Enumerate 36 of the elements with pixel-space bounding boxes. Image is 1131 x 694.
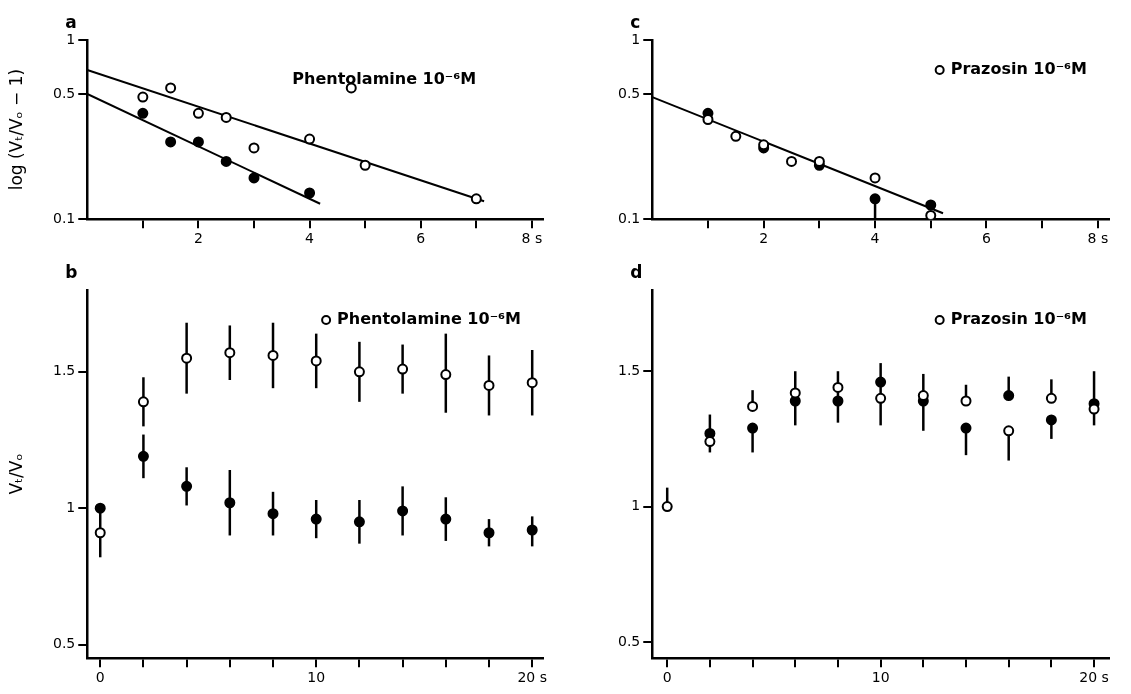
x-tick-label: 2 bbox=[193, 230, 203, 247]
x-tick-label: 2 bbox=[759, 230, 769, 247]
y-tick-label: 0.1 bbox=[618, 209, 641, 226]
legend-label: Prazosin 10⁻⁶M bbox=[950, 309, 1087, 329]
y-tick-label: 0.5 bbox=[53, 84, 76, 101]
x-tick-label: 20 s bbox=[1079, 669, 1109, 686]
chart-title: d bbox=[630, 261, 643, 282]
legend-label: Phentolamine 10⁻⁶M bbox=[337, 309, 521, 329]
y-tick-label: 1.5 bbox=[618, 361, 641, 378]
y-tick-label: 1 bbox=[66, 30, 76, 47]
x-tick-label: 4 bbox=[305, 230, 315, 247]
x-tick-label: 6 bbox=[982, 230, 991, 247]
y-tick-label: 0.1 bbox=[53, 209, 76, 226]
chart-title: c bbox=[630, 11, 641, 32]
chart-title: b bbox=[65, 261, 78, 282]
y-tick-label: 0.5 bbox=[618, 84, 641, 101]
y-tick-label: 1.5 bbox=[53, 362, 76, 379]
x-tick-label: 0 bbox=[662, 669, 672, 686]
x-tick-label: 10 bbox=[871, 669, 890, 686]
y-axis-title: log (Vₜ/Vₒ − 1) bbox=[6, 68, 27, 191]
x-tick-label: 6 bbox=[416, 230, 426, 247]
x-tick-label: 4 bbox=[870, 230, 880, 247]
y-tick-label: 1 bbox=[66, 498, 76, 515]
y-tick-label: 1 bbox=[631, 497, 641, 514]
x-tick-label: 8 s bbox=[521, 230, 543, 247]
x-tick-label: 20 s bbox=[517, 669, 547, 686]
y-tick-label: 0.5 bbox=[618, 632, 641, 649]
y-axis-title: Vₜ/Vₒ bbox=[6, 453, 27, 495]
x-tick-label: 0 bbox=[95, 669, 105, 686]
legend-label: Prazosin 10⁻⁶M bbox=[950, 59, 1087, 79]
y-tick-label: 1 bbox=[631, 30, 641, 47]
y-tick-label: 0.5 bbox=[53, 635, 76, 652]
chart-title: a bbox=[65, 11, 77, 32]
x-tick-label: 10 bbox=[307, 669, 326, 686]
annotation: Phentolamine 10⁻⁶M bbox=[292, 69, 477, 89]
x-tick-label: 8 s bbox=[1087, 230, 1109, 247]
